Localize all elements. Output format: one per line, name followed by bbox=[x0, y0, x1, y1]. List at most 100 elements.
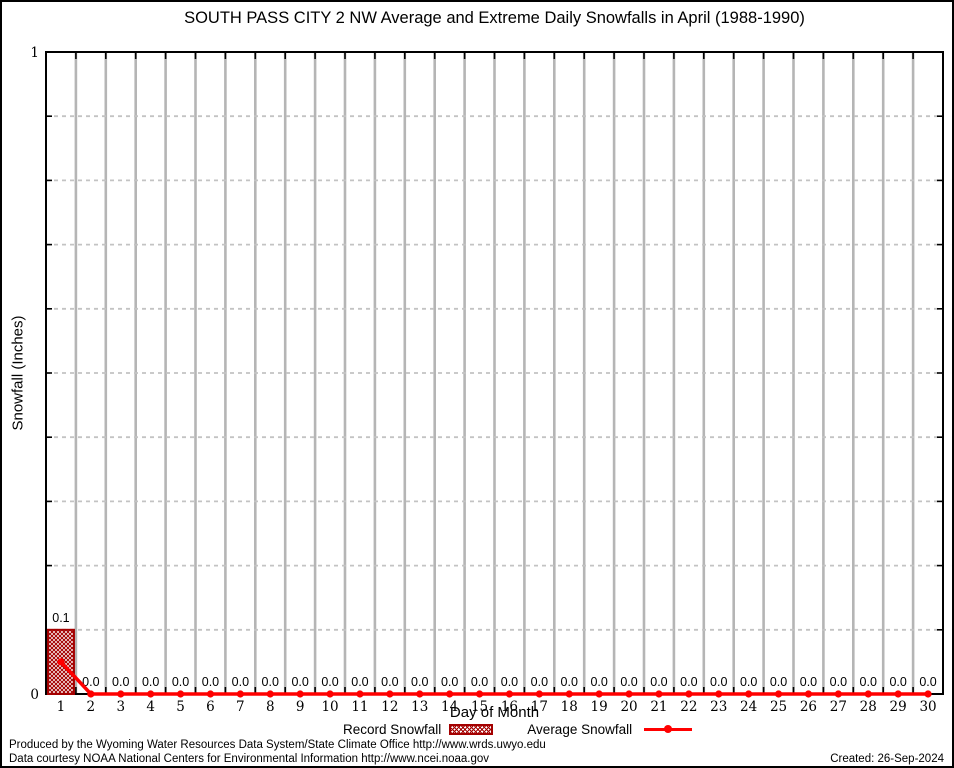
x-tick-label-24: 24 bbox=[740, 699, 757, 715]
x-tick-label-4: 4 bbox=[146, 699, 155, 715]
x-tick-label-30: 30 bbox=[919, 699, 936, 715]
footer-data-courtesy: Data courtesy NOAA National Centers for … bbox=[9, 753, 490, 765]
x-tick-label-21: 21 bbox=[650, 699, 667, 715]
average-marker-day-22 bbox=[685, 690, 693, 698]
average-marker-day-23 bbox=[715, 690, 723, 698]
legend: Record Snowfall Average Snowfall bbox=[343, 721, 693, 737]
value-label-day-22: 0.0 bbox=[680, 675, 697, 689]
average-marker-day-4 bbox=[147, 690, 155, 698]
x-tick-label-3: 3 bbox=[116, 699, 125, 715]
average-marker-day-18 bbox=[565, 690, 573, 698]
value-label-day-19: 0.0 bbox=[590, 675, 607, 689]
x-tick-label-11: 11 bbox=[351, 699, 368, 715]
average-marker-day-12 bbox=[386, 690, 394, 698]
x-tick-label-5: 5 bbox=[176, 699, 185, 715]
created-date: Created: 26-Sep-2024 bbox=[830, 753, 944, 765]
chart-title: SOUTH PASS CITY 2 NW Average and Extreme… bbox=[184, 9, 805, 27]
x-tick-label-12: 12 bbox=[381, 699, 398, 715]
value-label-day-23: 0.0 bbox=[710, 675, 727, 689]
value-label-day-11: 0.0 bbox=[351, 675, 368, 689]
value-label-day-7: 0.0 bbox=[232, 675, 249, 689]
x-tick-label-14: 14 bbox=[441, 699, 458, 715]
x-tick-label-20: 20 bbox=[620, 699, 637, 715]
value-label-day-18: 0.0 bbox=[561, 675, 578, 689]
value-label-day-26: 0.0 bbox=[800, 675, 817, 689]
average-marker-day-16 bbox=[505, 690, 514, 698]
average-snowfall-line bbox=[59, 660, 929, 696]
y-tick-label-1: 1 bbox=[30, 45, 39, 61]
x-tick-label-16: 16 bbox=[501, 699, 518, 715]
average-marker-day-9 bbox=[296, 690, 304, 698]
average-marker-dot-icon bbox=[664, 724, 673, 733]
value-label-day-13: 0.0 bbox=[411, 675, 428, 689]
horizontal-gridlines bbox=[46, 115, 943, 631]
value-label-day-4: 0.0 bbox=[142, 675, 159, 689]
x-tick-label-28: 28 bbox=[860, 699, 877, 715]
x-tick-label-2: 2 bbox=[87, 699, 96, 715]
bar-value-labels: 0.1 0.0 0.0 0.0 0.0 0.0 0.0 0.0 0.0 0.0 0.0 0.0 0.0 0… bbox=[52, 611, 937, 689]
value-label-day-3: 0.0 bbox=[112, 675, 129, 689]
value-label-day-24: 0.0 bbox=[740, 675, 757, 689]
legend-record-snowfall-label: Record Snowfall bbox=[343, 721, 442, 737]
value-label-day-2: 0.0 bbox=[82, 675, 99, 689]
average-marker-day-26 bbox=[804, 690, 813, 698]
value-label-day-6: 0.0 bbox=[202, 675, 219, 689]
average-marker-day-1 bbox=[57, 658, 65, 666]
legend-average-snowfall-label: Average Snowfall bbox=[527, 721, 633, 737]
average-marker-day-7 bbox=[236, 690, 244, 698]
x-tick-label-7: 7 bbox=[236, 699, 245, 715]
value-label-day-27: 0.0 bbox=[830, 675, 847, 689]
value-label-day-16: 0.0 bbox=[501, 675, 518, 689]
average-marker-day-17 bbox=[535, 690, 543, 698]
average-marker-day-13 bbox=[416, 690, 424, 698]
y-tick-labels: 01 bbox=[30, 45, 39, 703]
x-tick-label-10: 10 bbox=[321, 699, 338, 715]
value-label-day-29: 0.0 bbox=[889, 675, 906, 689]
average-marker-day-5 bbox=[176, 690, 185, 698]
x-tick-label-17: 17 bbox=[531, 699, 548, 715]
average-marker-day-27 bbox=[834, 690, 842, 698]
value-label-day-5: 0.0 bbox=[172, 675, 189, 689]
x-tick-label-22: 22 bbox=[680, 699, 697, 715]
x-tick-label-13: 13 bbox=[411, 699, 428, 715]
x-tick-label-27: 27 bbox=[830, 699, 847, 715]
average-snowfall-markers bbox=[57, 658, 932, 698]
value-label-day-21: 0.0 bbox=[650, 675, 667, 689]
y-tick-label-0: 0 bbox=[30, 687, 39, 703]
average-marker-day-30 bbox=[924, 690, 932, 698]
value-label-day-30: 0.0 bbox=[919, 675, 936, 689]
x-tick-label-1: 1 bbox=[57, 699, 66, 715]
value-label-day-10: 0.0 bbox=[321, 675, 338, 689]
average-marker-day-8 bbox=[266, 690, 274, 698]
value-label-day-28: 0.0 bbox=[860, 675, 877, 689]
value-label-day-25: 0.0 bbox=[770, 675, 787, 689]
x-tick-label-9: 9 bbox=[296, 699, 305, 715]
average-marker-day-3 bbox=[117, 690, 125, 698]
x-tick-label-23: 23 bbox=[710, 699, 727, 715]
average-snowfall-line-sample bbox=[644, 724, 693, 734]
x-tick-label-25: 25 bbox=[770, 699, 787, 715]
average-marker-day-29 bbox=[894, 690, 902, 698]
value-label-day-1: 0.1 bbox=[52, 611, 69, 625]
x-tick-label-18: 18 bbox=[561, 699, 578, 715]
record-snowfall-swatch bbox=[449, 723, 494, 735]
average-marker-day-19 bbox=[595, 690, 603, 698]
average-marker-day-10 bbox=[326, 690, 334, 698]
x-tick-label-29: 29 bbox=[890, 699, 907, 715]
x-axis-label: Day of Month bbox=[449, 704, 540, 721]
x-tick-label-6: 6 bbox=[206, 699, 215, 715]
average-marker-day-11 bbox=[356, 690, 364, 698]
axis-ticks bbox=[46, 52, 943, 694]
average-marker-day-20 bbox=[625, 690, 633, 698]
value-label-day-17: 0.0 bbox=[531, 675, 548, 689]
value-label-day-14: 0.0 bbox=[441, 675, 458, 689]
x-tick-label-19: 19 bbox=[591, 699, 608, 715]
value-label-day-12: 0.0 bbox=[381, 675, 398, 689]
x-tick-label-26: 26 bbox=[800, 699, 817, 715]
x-tick-label-8: 8 bbox=[266, 699, 275, 715]
value-label-day-20: 0.0 bbox=[620, 675, 637, 689]
average-marker-day-15 bbox=[475, 690, 484, 698]
footer-produced-by: Produced by the Wyoming Water Resources … bbox=[9, 739, 546, 751]
